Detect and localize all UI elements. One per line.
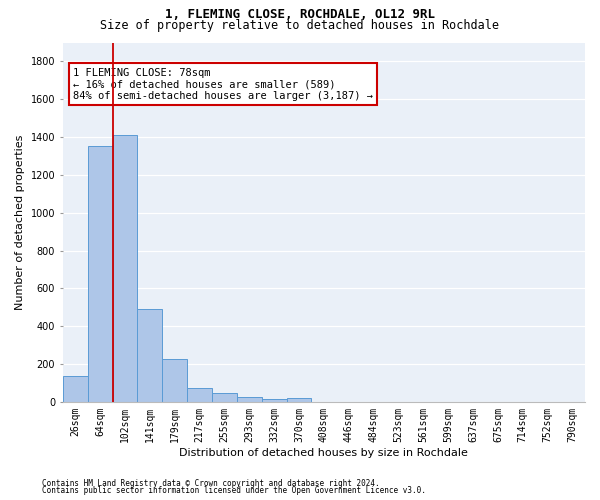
- Text: 1, FLEMING CLOSE, ROCHDALE, OL12 9RL: 1, FLEMING CLOSE, ROCHDALE, OL12 9RL: [165, 8, 435, 20]
- Bar: [137, 309, 162, 402]
- Bar: [113, 135, 137, 402]
- Bar: [162, 360, 187, 402]
- Text: Contains HM Land Registry data © Crown copyright and database right 2024.: Contains HM Land Registry data © Crown c…: [42, 478, 380, 488]
- Bar: [212, 394, 237, 402]
- Bar: [187, 388, 212, 402]
- Bar: [63, 376, 88, 402]
- Y-axis label: Number of detached properties: Number of detached properties: [15, 134, 25, 310]
- Text: Contains public sector information licensed under the Open Government Licence v3: Contains public sector information licen…: [42, 486, 426, 495]
- Text: 1 FLEMING CLOSE: 78sqm
← 16% of detached houses are smaller (589)
84% of semi-de: 1 FLEMING CLOSE: 78sqm ← 16% of detached…: [73, 68, 373, 101]
- X-axis label: Distribution of detached houses by size in Rochdale: Distribution of detached houses by size …: [179, 448, 469, 458]
- Text: Size of property relative to detached houses in Rochdale: Size of property relative to detached ho…: [101, 18, 499, 32]
- Bar: [262, 399, 287, 402]
- Bar: [237, 396, 262, 402]
- Bar: [287, 398, 311, 402]
- Bar: [88, 146, 113, 402]
